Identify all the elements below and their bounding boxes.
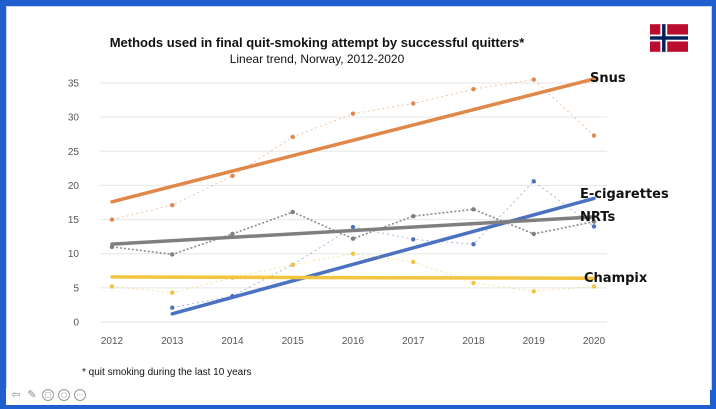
y-tick-label: 15 (68, 215, 80, 226)
y-tick-label: 35 (68, 79, 80, 90)
data-point-champix (531, 289, 536, 294)
x-tick-label: 2012 (101, 336, 124, 347)
y-tick-label: 0 (73, 318, 79, 329)
data-point-snus (531, 77, 536, 82)
data-point-champix (471, 280, 476, 286)
y-tick-label: 10 (68, 249, 80, 260)
x-tick-label: 2019 (523, 336, 546, 347)
data-point-snus (591, 133, 597, 138)
series-label-snus: Snus (590, 71, 626, 86)
data-point-e-cigarettes (591, 224, 597, 229)
data-point-nrts (471, 207, 476, 212)
zoom-icon[interactable]: ○ (58, 389, 70, 401)
series-label-champix: Champix (584, 271, 648, 286)
slide: Methods used in final quit-smoking attem… (6, 6, 712, 390)
x-tick-label: 2018 (462, 336, 485, 347)
data-point-e-cigarettes (170, 305, 175, 310)
series-line-e-cigarettes (172, 180, 595, 309)
data-point-nrts (531, 231, 536, 237)
footnote: * quit smoking during the last 10 years (82, 367, 252, 378)
y-tick-label: 25 (68, 147, 80, 158)
more-icon[interactable]: ⋯ (74, 389, 86, 401)
presentation-toolbar: ⇦ ✎ □ ○ ⋯ (6, 388, 710, 405)
x-tick-label: 2016 (342, 336, 365, 347)
arrow-left-icon[interactable]: ⇦ (11, 388, 21, 401)
data-point-champix (290, 262, 295, 267)
data-point-snus (290, 134, 295, 140)
data-point-snus (471, 86, 476, 92)
slides-icon[interactable]: □ (42, 389, 54, 401)
data-point-e-cigarettes (531, 179, 536, 184)
data-point-snus (411, 101, 416, 106)
data-point-snus (230, 173, 235, 179)
y-tick-label: 20 (68, 181, 80, 192)
data-point-nrts (290, 209, 295, 215)
x-tick-label: 2020 (583, 336, 606, 347)
x-tick-label: 2014 (221, 336, 244, 347)
data-point-e-cigarettes (350, 224, 356, 230)
chart-subtitle: Linear trend, Norway, 2012-2020 (229, 52, 405, 66)
data-point-champix (109, 284, 115, 289)
data-point-snus (350, 111, 356, 116)
data-point-nrts (230, 231, 235, 237)
data-point-nrts (411, 213, 416, 219)
series-label-e-cigarettes: E-cigarettes (580, 187, 669, 202)
data-point-snus (170, 203, 175, 208)
chart-title: Methods used in final quit-smoking attem… (109, 35, 525, 50)
x-tick-label: 2015 (282, 336, 305, 347)
data-point-champix (350, 251, 356, 256)
y-tick-label: 5 (73, 283, 79, 294)
data-point-champix (591, 284, 597, 289)
data-point-nrts (350, 236, 356, 241)
x-tick-label: 2013 (161, 336, 184, 347)
series-line-champix (111, 253, 595, 294)
trend-line-nrts (110, 215, 596, 246)
data-point-e-cigarettes (471, 241, 476, 247)
pencil-icon[interactable]: ✎ (27, 388, 37, 401)
data-point-nrts (591, 219, 597, 224)
x-tick-label: 2017 (402, 336, 425, 347)
data-point-champix (170, 290, 175, 295)
trend-line-snus (110, 77, 596, 204)
series-line-snus (111, 79, 595, 220)
norway-flag-icon (650, 24, 688, 52)
data-point-champix (411, 259, 416, 265)
trend-line-champix (110, 275, 596, 281)
data-point-nrts (170, 252, 175, 257)
trend-line-e-cigarettes (170, 196, 596, 316)
line-chart: 0 5 10 15 20 25 30 35 2012 2013 2014 2015 2016 2017 20… (68, 71, 669, 347)
series-line-nrts (111, 208, 595, 256)
series-label-nrts: NRTs (580, 210, 615, 225)
data-point-snus (109, 217, 115, 222)
data-point-e-cigarettes (411, 237, 416, 242)
y-tick-label: 30 (68, 113, 80, 124)
